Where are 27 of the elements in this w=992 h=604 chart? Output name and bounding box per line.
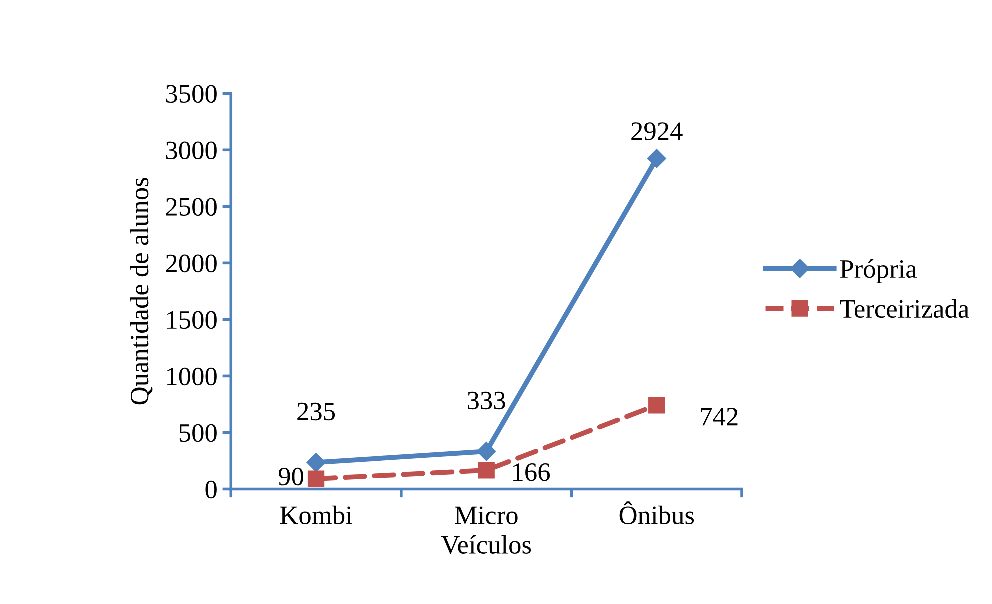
data-label: 333	[468, 392, 506, 410]
y-tick-label: 2500	[166, 198, 217, 216]
data-label: 166	[514, 464, 550, 482]
legend-label: Terceirizada	[840, 300, 970, 318]
point	[647, 149, 666, 168]
x-axis-title: Veículos	[441, 535, 532, 554]
x-tick-label: Ônibus	[620, 502, 694, 524]
y-tick-label: 1000	[167, 368, 217, 386]
data-label: 90	[278, 468, 304, 486]
point	[477, 442, 496, 462]
y-tick-label: 2000	[166, 254, 217, 273]
legend-label: Própria	[840, 260, 917, 284]
y-tick-label: 3000	[166, 142, 217, 160]
data-label: 742	[701, 408, 738, 426]
point	[306, 453, 326, 472]
data-label: 235	[298, 402, 336, 421]
point	[478, 462, 495, 479]
x-tick-label: Kombi	[280, 506, 352, 524]
y-tick-label: 3500	[166, 85, 217, 104]
data-label: 2924	[632, 122, 683, 140]
point	[308, 470, 325, 488]
x-tick-label: Micro	[455, 506, 518, 524]
y-tick-label: 1500	[167, 311, 217, 330]
y-tick-label: 500	[180, 424, 217, 442]
y-tick-label: 0	[206, 480, 217, 499]
y-axis-title: Quantidade de alunos	[130, 178, 153, 405]
point	[648, 397, 666, 414]
